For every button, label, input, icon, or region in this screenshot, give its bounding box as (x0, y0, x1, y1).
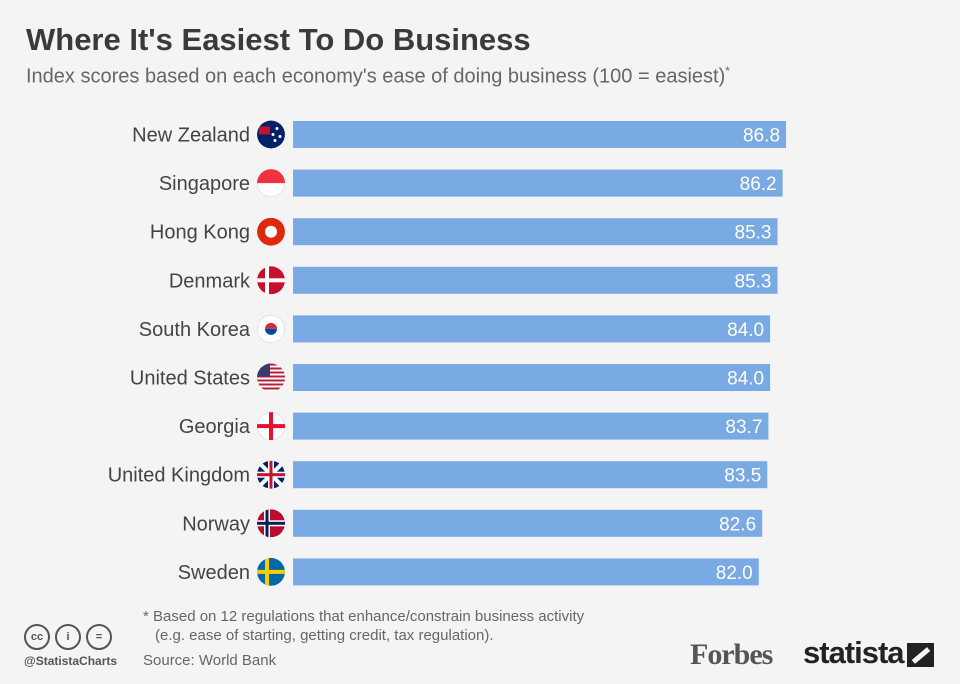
category-label: Singapore (159, 173, 250, 195)
category-label: United States (130, 368, 250, 390)
data-label: 84.0 (727, 369, 764, 390)
source: Source: World Bank (143, 652, 277, 669)
flag-icon (257, 120, 285, 149)
footnote-line2: (e.g. ease of starting, getting credit, … (155, 627, 494, 644)
data-label: 83.7 (725, 417, 762, 438)
flag-icon (257, 314, 285, 343)
no-derivatives-icon: = (86, 624, 112, 650)
bar (293, 315, 771, 343)
category-label: South Korea (139, 319, 251, 341)
twitter-handle: @StatistaCharts (24, 654, 118, 668)
data-label: 84.0 (727, 320, 764, 341)
flag-icon (257, 557, 285, 586)
data-label: 85.3 (735, 223, 772, 244)
bar (293, 169, 783, 197)
flag-icon (257, 460, 285, 489)
data-label: 82.0 (716, 563, 753, 584)
category-label: United Kingdom (108, 465, 250, 487)
cc-icon: cc (24, 624, 50, 650)
bar (293, 412, 769, 440)
bar (293, 121, 787, 148)
data-label: 85.3 (735, 271, 772, 292)
bar (293, 461, 768, 489)
cc-license: cc i = (24, 624, 112, 650)
chart-subtitle: Index scores based on each economy's eas… (26, 64, 730, 89)
attribution-icon: i (55, 624, 81, 650)
bar (293, 364, 771, 391)
data-label: 83.5 (724, 466, 761, 487)
bar (293, 266, 778, 294)
category-label: Sweden (178, 562, 250, 584)
bar (293, 218, 778, 246)
bar (293, 509, 763, 537)
flag-icon (257, 266, 285, 295)
subtitle-asterisk: * (725, 64, 730, 78)
statista-logo-icon (907, 643, 934, 667)
flag-icon (257, 217, 285, 246)
category-label: Norway (182, 513, 250, 535)
statista-logo: statista (803, 635, 905, 670)
flag-icon (257, 363, 285, 392)
chart-title: Where It's Easiest To Do Business (26, 22, 531, 57)
data-label: 86.2 (740, 174, 777, 195)
footnote-line1: * Based on 12 regulations that enhance/c… (143, 608, 585, 625)
category-label: Denmark (169, 270, 251, 292)
category-label: Hong Kong (150, 222, 250, 244)
category-label: Georgia (179, 416, 251, 438)
forbes-logo: Forbes (690, 638, 773, 671)
flag-icon (257, 412, 285, 441)
flag-icon (257, 509, 285, 538)
data-label: 82.6 (719, 514, 756, 535)
subtitle-text: Index scores based on each economy's eas… (26, 65, 726, 88)
bar (293, 558, 759, 586)
flag-icon (257, 169, 285, 198)
data-label: 86.8 (743, 126, 780, 147)
category-label: New Zealand (132, 125, 250, 147)
